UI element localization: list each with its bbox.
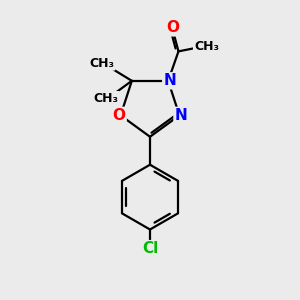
Text: O: O [112,108,126,123]
Text: Cl: Cl [142,241,158,256]
Text: N: N [163,73,176,88]
Text: O: O [166,20,179,35]
Text: CH₃: CH₃ [94,92,119,105]
Text: CH₃: CH₃ [194,40,219,53]
Text: CH₃: CH₃ [89,57,114,70]
Text: N: N [175,108,187,123]
